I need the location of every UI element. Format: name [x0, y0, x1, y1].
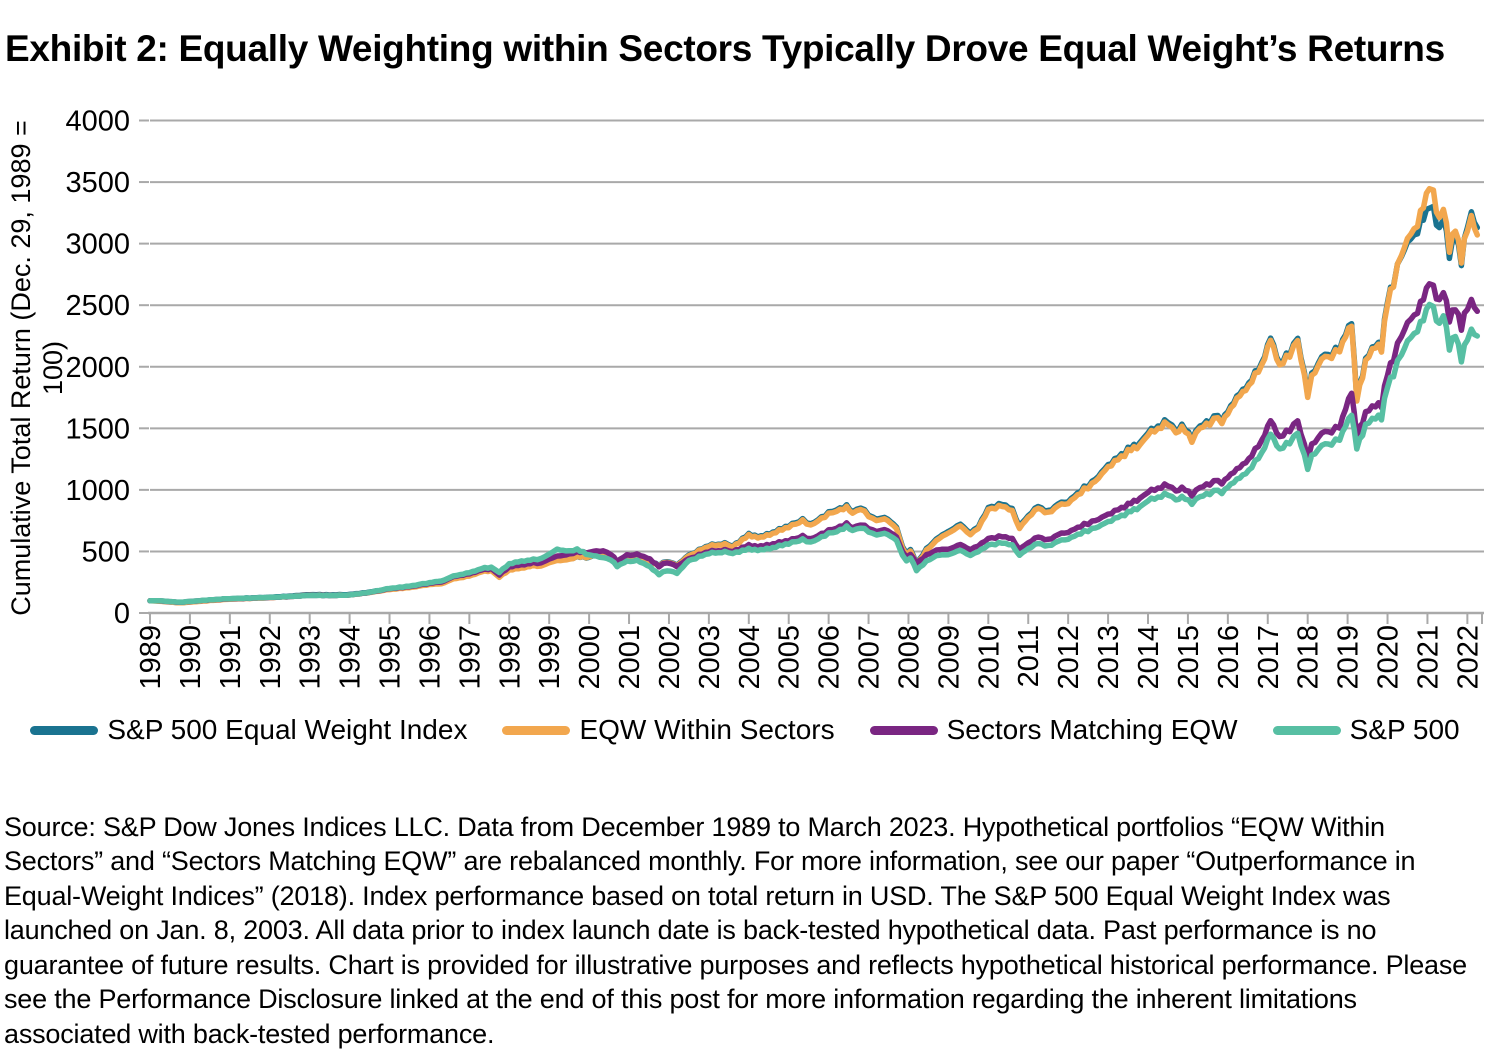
legend-swatch-icon [1272, 725, 1341, 735]
svg-text:2000: 2000 [65, 352, 130, 384]
svg-text:2022: 2022 [1452, 625, 1484, 690]
gridlines [150, 119, 1484, 553]
svg-text:Cumulative Total Return (Dec.: Cumulative Total Return (Dec. 29, 1989 = [6, 120, 36, 616]
svg-text:2014: 2014 [1133, 625, 1165, 690]
svg-text:2012: 2012 [1053, 625, 1085, 690]
svg-text:1999: 1999 [534, 625, 566, 690]
svg-text:2007: 2007 [854, 625, 886, 690]
legend-item-s-p-500: S&P 500 [1272, 714, 1460, 745]
legend-swatch-icon [30, 725, 99, 735]
svg-text:2020: 2020 [1373, 625, 1405, 690]
legend-label: EQW Within Sectors [579, 714, 835, 745]
svg-text:2011: 2011 [1013, 625, 1045, 687]
svg-text:1989: 1989 [135, 625, 167, 690]
svg-text:2008: 2008 [893, 625, 925, 690]
svg-text:2500: 2500 [65, 290, 130, 322]
legend-swatch-icon [502, 725, 571, 735]
series-lines [147, 185, 1481, 606]
svg-text:2015: 2015 [1173, 625, 1205, 690]
svg-text:2010: 2010 [973, 625, 1005, 690]
legend-item-sectors-matching-eqw: Sectors Matching EQW [869, 714, 1238, 745]
svg-text:1993: 1993 [295, 625, 327, 690]
x-axis: 1989 1990 1991 1992 1993 1994 1995 1996 1997 1998… [135, 611, 1484, 690]
svg-text:2002: 2002 [654, 625, 686, 690]
svg-text:2006: 2006 [814, 625, 846, 690]
source-note: Source: S&P Dow Jones Indices LLC. Data … [4, 812, 1467, 1049]
chart-legend: S&P 500 Equal Weight Index EQW Within Sec… [0, 707, 1490, 753]
svg-text:3000: 3000 [65, 229, 130, 261]
legend-label: S&P 500 Equal Weight Index [107, 714, 468, 745]
cumulative-return-line-chart: 0 500 1000 1500 2000 2500 3000 3500 4000 1989 1990… [6, 106, 1484, 690]
y-axis-title: Cumulative Total Return (Dec. 29, 1989 =… [6, 120, 68, 616]
svg-text:2018: 2018 [1293, 625, 1325, 690]
page-title: Exhibit 2: Equally Weighting within Sect… [5, 27, 1445, 69]
svg-text:2013: 2013 [1093, 625, 1125, 690]
svg-text:4000: 4000 [65, 106, 130, 138]
svg-text:1990: 1990 [175, 625, 207, 690]
svg-text:2017: 2017 [1253, 625, 1285, 690]
svg-text:1996: 1996 [414, 625, 446, 690]
legend-item-eqw-within-sectors: EQW Within Sectors [502, 714, 835, 745]
svg-text:2019: 2019 [1333, 625, 1365, 690]
svg-text:2005: 2005 [774, 625, 806, 690]
y-axis: 0 500 1000 1500 2000 2500 3000 3500 4000 [65, 106, 149, 630]
svg-text:0: 0 [114, 598, 130, 630]
svg-text:1995: 1995 [375, 625, 407, 690]
svg-text:1997: 1997 [454, 625, 486, 690]
svg-text:1992: 1992 [255, 625, 287, 690]
legend-swatch-icon [869, 725, 938, 735]
svg-text:1000: 1000 [65, 475, 130, 507]
legend-label: S&P 500 [1349, 714, 1460, 745]
svg-text:2000: 2000 [574, 625, 606, 690]
svg-text:2009: 2009 [933, 625, 965, 690]
svg-text:2001: 2001 [614, 625, 646, 690]
svg-text:2004: 2004 [734, 625, 766, 690]
svg-text:2016: 2016 [1213, 625, 1245, 690]
svg-text:2021: 2021 [1412, 625, 1444, 690]
svg-text:1500: 1500 [65, 413, 130, 445]
legend-label: Sectors Matching EQW [946, 714, 1238, 745]
series-line-s-p-500 [147, 301, 1481, 605]
svg-text:1991: 1991 [215, 625, 247, 690]
legend-item-s-p-500-equal-weight-index: S&P 500 Equal Weight Index [30, 716, 467, 744]
svg-text:2003: 2003 [694, 625, 726, 690]
svg-text:100): 100) [38, 341, 68, 395]
svg-text:1998: 1998 [494, 625, 526, 690]
svg-text:500: 500 [82, 536, 130, 568]
svg-text:3500: 3500 [65, 167, 130, 199]
svg-text:1994: 1994 [335, 625, 367, 690]
